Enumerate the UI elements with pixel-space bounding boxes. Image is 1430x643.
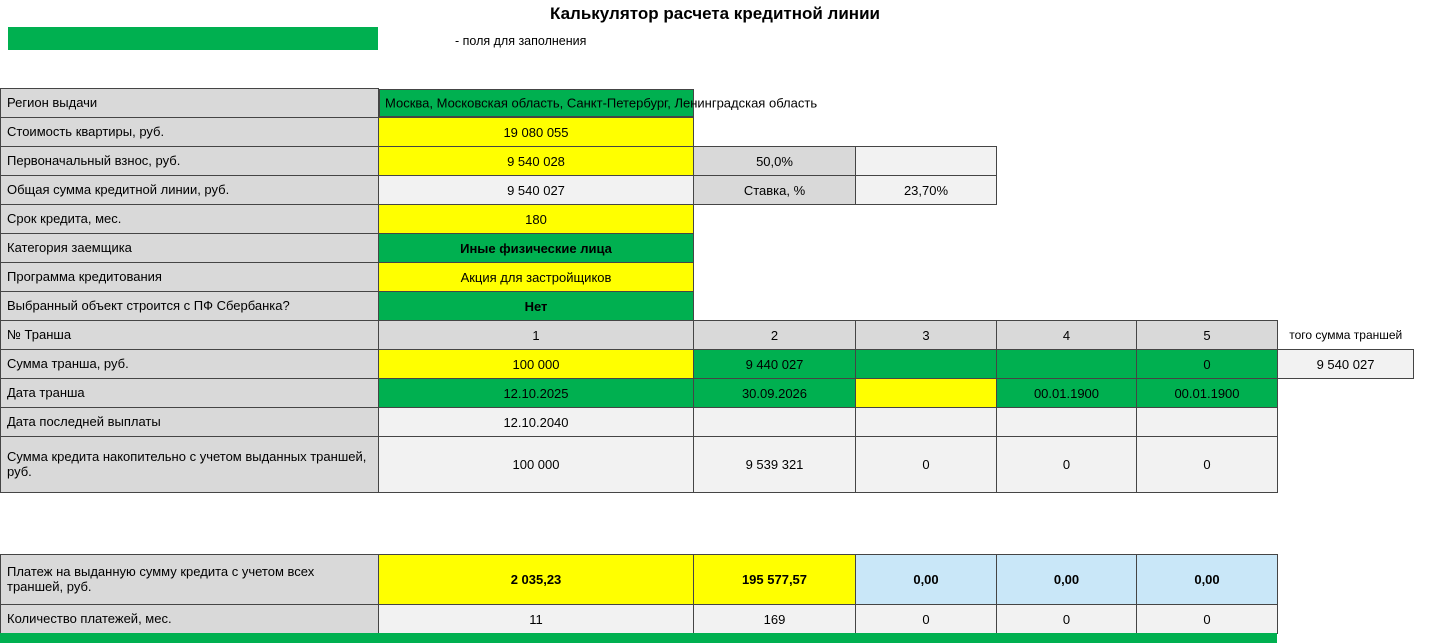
category-label: Категория заемщика bbox=[0, 233, 379, 263]
row-last-payment-date: Дата последней выплаты 12.10.2040 bbox=[0, 407, 1414, 437]
region-value: Москва, Московская область, Санкт-Петерб… bbox=[385, 95, 818, 111]
last-payment-date-cell bbox=[996, 407, 1137, 437]
region-label: Регион выдачи bbox=[0, 88, 379, 118]
tranche-no-label: № Транша bbox=[0, 320, 379, 350]
tranche-total-header: того сумма траншей bbox=[1289, 327, 1403, 342]
tranche-sum-label: Сумма транша, руб. bbox=[0, 349, 379, 379]
payments-count-cell: 0 bbox=[996, 604, 1137, 634]
cumulative-cell: 0 bbox=[855, 436, 997, 493]
row-payments-count: Количество платежей, мес. 11 169 0 0 0 bbox=[0, 604, 1414, 634]
category-input-cell[interactable]: Иные физические лица bbox=[378, 233, 694, 263]
row-term: Срок кредита, мес. 180 bbox=[0, 204, 1414, 234]
tranche-date-label: Дата транша bbox=[0, 378, 379, 408]
payment-cell[interactable]: 2 035,23 bbox=[378, 554, 694, 605]
tranche-date-cell[interactable]: 12.10.2025 bbox=[378, 378, 694, 408]
spacer-row bbox=[1, 493, 1414, 555]
row-payment: Платеж на выданную сумму кредита с учето… bbox=[0, 554, 1414, 605]
tranche-no-cell: 1 bbox=[378, 320, 694, 350]
pf-sber-input-cell[interactable]: Нет bbox=[378, 291, 694, 321]
tranche-no-cell: 3 bbox=[855, 320, 997, 350]
tranche-sum-cell[interactable] bbox=[855, 349, 997, 379]
row-total-credit: Общая сумма кредитной линии, руб. 9 540 … bbox=[0, 175, 1414, 205]
term-label: Срок кредита, мес. bbox=[0, 204, 379, 234]
payment-cell: 0,00 bbox=[855, 554, 997, 605]
region-input-fill bbox=[379, 88, 694, 117]
payments-count-cell: 0 bbox=[1136, 604, 1278, 634]
row-down-payment: Первоначальный взнос, руб. 9 540 028 50,… bbox=[0, 146, 1414, 176]
payment-label: Платеж на выданную сумму кредита с учето… bbox=[0, 554, 379, 605]
payments-count-label: Количество платежей, мес. bbox=[0, 604, 379, 634]
tranche-date-cell[interactable]: 30.09.2026 bbox=[693, 378, 856, 408]
tranche-date-cell[interactable]: 00.01.1900 bbox=[1136, 378, 1278, 408]
tranche-date-cell[interactable] bbox=[855, 378, 997, 408]
program-label: Программа кредитования bbox=[0, 262, 379, 292]
last-payment-date-label: Дата последней выплаты bbox=[0, 407, 379, 437]
cumulative-label: Сумма кредита накопительно с учетом выда… bbox=[0, 436, 379, 493]
down-payment-input-cell[interactable]: 9 540 028 bbox=[378, 146, 694, 176]
tranche-sum-cell[interactable] bbox=[996, 349, 1137, 379]
pf-sber-label: Выбранный объект строится с ПФ Сбербанка… bbox=[0, 291, 379, 321]
row-cumulative: Сумма кредита накопительно с учетом выда… bbox=[0, 436, 1414, 493]
term-input-cell[interactable]: 180 bbox=[378, 204, 694, 234]
program-input-cell[interactable]: Акция для застройщиков bbox=[378, 262, 694, 292]
rate-label-cell: Ставка, % bbox=[693, 175, 856, 205]
tranche-no-cell: 2 bbox=[693, 320, 856, 350]
total-credit-label: Общая сумма кредитной линии, руб. bbox=[0, 175, 379, 205]
row-region: Регион выдачи Москва, Московская область… bbox=[0, 88, 1414, 118]
tranche-sum-cell[interactable]: 100 000 bbox=[378, 349, 694, 379]
last-payment-date-cell bbox=[693, 407, 856, 437]
last-payment-date-cell: 12.10.2040 bbox=[378, 407, 694, 437]
row-pf-sber: Выбранный объект строится с ПФ Сбербанка… bbox=[0, 291, 1414, 321]
calculator-grid: Регион выдачи Москва, Московская область… bbox=[0, 88, 1415, 634]
payment-cell: 0,00 bbox=[1136, 554, 1278, 605]
tranche-sum-cell[interactable]: 9 440 027 bbox=[693, 349, 856, 379]
payments-count-cell: 0 bbox=[855, 604, 997, 634]
row-tranche-date: Дата транша 12.10.2025 30.09.2026 00.01.… bbox=[0, 378, 1414, 408]
down-payment-empty-cell bbox=[855, 146, 997, 176]
cumulative-cell: 0 bbox=[1136, 436, 1278, 493]
payment-cell: 0,00 bbox=[996, 554, 1137, 605]
payments-count-cell: 169 bbox=[693, 604, 856, 634]
row-program: Программа кредитования Акция для застрой… bbox=[0, 262, 1414, 292]
cumulative-cell: 0 bbox=[996, 436, 1137, 493]
down-payment-label: Первоначальный взнос, руб. bbox=[0, 146, 379, 176]
page-title: Калькулятор расчета кредитной линии bbox=[550, 4, 880, 23]
total-credit-value-cell: 9 540 027 bbox=[378, 175, 694, 205]
tranche-sum-cell[interactable]: 0 bbox=[1136, 349, 1278, 379]
down-payment-percent-cell: 50,0% bbox=[693, 146, 856, 176]
price-input-cell[interactable]: 19 080 055 bbox=[378, 117, 694, 147]
tranche-date-cell[interactable]: 00.01.1900 bbox=[996, 378, 1137, 408]
region-value-cell[interactable]: Москва, Московская область, Санкт-Петерб… bbox=[379, 88, 1414, 118]
tranche-no-cell: 4 bbox=[996, 320, 1137, 350]
row-tranche-sum: Сумма транша, руб. 100 000 9 440 027 0 9… bbox=[0, 349, 1415, 379]
legend-label: - поля для заполнения bbox=[455, 34, 587, 48]
price-label: Стоимость квартиры, руб. bbox=[0, 117, 379, 147]
cumulative-cell: 9 539 321 bbox=[693, 436, 856, 493]
row-price: Стоимость квартиры, руб. 19 080 055 bbox=[0, 117, 1414, 147]
row-tranche-no: № Транша 1 2 3 4 5 того сумма траншей bbox=[0, 320, 1414, 350]
rate-value-cell: 23,70% bbox=[855, 175, 997, 205]
cumulative-cell: 100 000 bbox=[378, 436, 694, 493]
next-row-green-strip bbox=[0, 633, 1277, 643]
last-payment-date-cell bbox=[1136, 407, 1278, 437]
tranche-sum-total-cell: 9 540 027 bbox=[1276, 349, 1415, 379]
legend-green-swatch bbox=[8, 27, 378, 50]
payment-cell[interactable]: 195 577,57 bbox=[693, 554, 856, 605]
tranche-no-cell: 5 bbox=[1136, 320, 1278, 350]
last-payment-date-cell bbox=[855, 407, 997, 437]
payments-count-cell: 11 bbox=[378, 604, 694, 634]
row-category: Категория заемщика Иные физические лица bbox=[0, 233, 1414, 263]
